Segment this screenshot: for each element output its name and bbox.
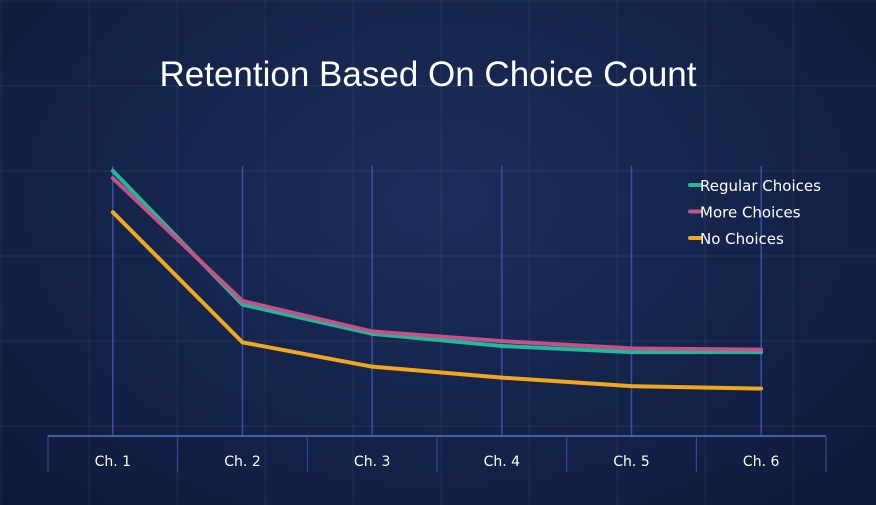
data-point xyxy=(630,346,633,350)
data-point xyxy=(500,376,504,380)
data-point xyxy=(630,350,633,354)
data-point xyxy=(370,329,374,333)
legend-label: No Choices xyxy=(700,230,784,248)
x-tick-label: Ch. 2 xyxy=(224,454,260,470)
legend-label: Regular Choices xyxy=(700,177,821,195)
x-tick-label: Ch. 6 xyxy=(743,454,780,470)
data-point xyxy=(111,176,115,180)
data-point xyxy=(241,303,244,307)
series-line-0 xyxy=(110,168,764,355)
series-line-1 xyxy=(110,176,764,352)
data-point xyxy=(111,169,115,173)
data-point xyxy=(759,387,763,391)
x-tick-label: Ch. 4 xyxy=(484,454,521,470)
series-line-2 xyxy=(110,210,764,391)
x-tick-label: Ch. 3 xyxy=(354,454,390,470)
data-point xyxy=(370,365,374,369)
data-point xyxy=(630,384,633,388)
data-point xyxy=(241,340,244,344)
data-point xyxy=(500,339,504,343)
data-point xyxy=(111,210,115,214)
data-point xyxy=(759,348,763,352)
legend-label: More Choices xyxy=(700,204,801,222)
data-point xyxy=(241,299,244,303)
x-tick-label: Ch. 1 xyxy=(95,454,131,470)
data-point xyxy=(500,344,504,348)
chart-title: Retention Based On Choice Count xyxy=(159,55,697,94)
x-tick-label: Ch. 5 xyxy=(613,454,649,470)
